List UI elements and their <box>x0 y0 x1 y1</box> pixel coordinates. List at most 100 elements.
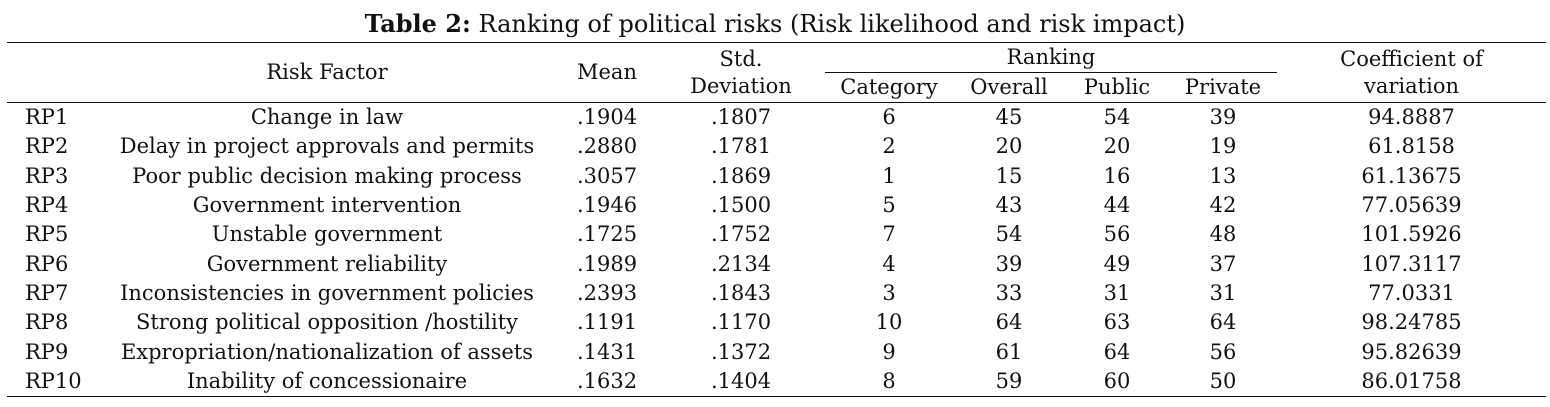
coefficient-of-variation-cell: 95.82639 <box>1361 339 1462 364</box>
risk-factor-cell: Inability of concessionaire <box>186 368 468 393</box>
mean-cell: .1632 <box>576 368 638 393</box>
risk-factor-cell: Government reliability <box>206 251 448 276</box>
mean-cell: .1725 <box>576 222 638 247</box>
overall-rank-cell: 43 <box>995 193 1023 218</box>
std-deviation-cell: .1500 <box>710 193 772 218</box>
coefficient-of-variation-cell: 61.13675 <box>1361 163 1462 188</box>
overall-rank-cell: 59 <box>995 368 1023 393</box>
risk-id-cell: RP1 <box>25 105 69 130</box>
risk-id-cell: RP6 <box>25 251 69 276</box>
table-row: RP5 Unstable government .1725 .1752 7 54 56 48 1… <box>7 220 1546 249</box>
risk-factor-cell: Government intervention <box>192 193 462 218</box>
risk-id-cell: RP5 <box>25 222 69 247</box>
std-deviation-cell: .2134 <box>710 251 772 276</box>
public-rank-cell: 49 <box>1103 251 1131 276</box>
private-rank-cell: 37 <box>1209 251 1237 276</box>
coefficient-of-variation-cell: 94.8887 <box>1368 105 1455 130</box>
table-body: RP1 Change in law .1904.1807 6 45 54 39 94.8887… <box>7 103 1546 397</box>
risk-ranking-table: Risk Factor Mean Std. Deviation Ranking C… <box>7 42 1546 397</box>
table-row: RP9 Expropriation/nationalization of asse… <box>7 337 1546 366</box>
private-rank-cell: 42 <box>1209 193 1237 218</box>
public-rank-cell: 60 <box>1103 368 1131 393</box>
risk-id-cell: RP4 <box>25 193 69 218</box>
private-rank-cell: 56 <box>1209 339 1237 364</box>
std-deviation-cell: .1404 <box>710 368 772 393</box>
table-row: RP1 Change in law .1904 .1807 6 45 54 39 94.8887 <box>7 103 1546 133</box>
risk-factor-cell: Strong political opposition /hostility <box>135 310 519 335</box>
table-row: RP10 Inability of concessionaire .1632 .140… <box>7 367 1546 397</box>
header-ranking-group: Ranking <box>825 42 1277 73</box>
std-deviation-cell: .1752 <box>710 222 772 247</box>
risk-id-cell: RP7 <box>25 280 69 305</box>
header-overall: Overall <box>970 75 1048 99</box>
header-mean: Mean <box>577 60 637 84</box>
category-rank-cell: 9 <box>882 339 896 364</box>
private-rank-cell: 50 <box>1209 368 1237 393</box>
public-rank-cell: 31 <box>1103 280 1131 305</box>
public-rank-cell: 44 <box>1103 193 1131 218</box>
public-rank-cell: 16 <box>1103 163 1131 188</box>
coefficient-of-variation-cell: 107.3117 <box>1361 251 1462 276</box>
std-deviation-cell: .1807 <box>710 105 772 130</box>
risk-id-cell: RP2 <box>25 134 69 159</box>
table-number: Table 2: <box>364 9 471 38</box>
overall-rank-cell: 61 <box>995 339 1023 364</box>
table-title: Ranking of political risks (Risk likelih… <box>470 10 1186 38</box>
overall-rank-cell: 64 <box>995 310 1023 335</box>
public-rank-cell: 63 <box>1103 310 1131 335</box>
overall-rank-cell: 20 <box>995 134 1023 159</box>
private-rank-cell: 31 <box>1209 280 1237 305</box>
std-deviation-cell: .1869 <box>710 163 772 188</box>
risk-id-cell: RP3 <box>25 163 69 188</box>
mean-cell: .1946 <box>576 193 638 218</box>
header-ranking: Ranking <box>1006 45 1096 69</box>
header-std-line1: Std. <box>719 46 763 71</box>
overall-rank-cell: 45 <box>995 105 1023 130</box>
risk-factor-cell: Poor public decision making process <box>132 163 522 188</box>
header-std-deviation: Std. Deviation <box>657 43 825 103</box>
private-rank-cell: 39 <box>1209 105 1237 130</box>
table-row: RP4 Government intervention .1946 .1500 5 43 4… <box>7 191 1546 220</box>
coefficient-of-variation-cell: 77.05639 <box>1361 193 1462 218</box>
header-risk-factor: Risk Factor <box>266 60 388 84</box>
category-rank-cell: 1 <box>882 163 896 188</box>
table-header: Risk Factor Mean Std. Deviation Ranking C… <box>7 42 1546 103</box>
table-row: RP2 Delay in project approvals and permit… <box>7 132 1546 161</box>
header-cov-line2: variation <box>1364 73 1459 98</box>
header-std-line2: Deviation <box>690 73 792 98</box>
header-id-blank <box>7 43 97 103</box>
overall-rank-cell: 33 <box>995 280 1023 305</box>
mean-cell: .1904 <box>576 105 638 130</box>
category-rank-cell: 8 <box>882 368 896 393</box>
private-rank-cell: 48 <box>1209 222 1237 247</box>
category-rank-cell: 3 <box>882 280 896 305</box>
mean-cell: .2880 <box>576 134 638 159</box>
mean-cell: .1191 <box>576 310 638 335</box>
private-rank-cell: 64 <box>1209 310 1237 335</box>
category-rank-cell: 7 <box>882 222 896 247</box>
category-rank-cell: 4 <box>882 251 896 276</box>
header-category: Category <box>840 75 938 99</box>
private-rank-cell: 19 <box>1209 134 1237 159</box>
table-row: RP3 Poor public decision making process .3… <box>7 162 1546 191</box>
table-row: RP7 Inconsistencies in government policie… <box>7 279 1546 308</box>
overall-rank-cell: 54 <box>995 222 1023 247</box>
overall-rank-cell: 15 <box>995 163 1023 188</box>
risk-factor-cell: Inconsistencies in government policies <box>120 280 534 305</box>
header-cov-line1: Coefficient of <box>1340 46 1483 71</box>
std-deviation-cell: .1843 <box>710 280 772 305</box>
table-row: RP8 Strong political opposition /hostilit… <box>7 308 1546 337</box>
coefficient-of-variation-cell: 61.8158 <box>1368 134 1455 159</box>
coefficient-of-variation-cell: 98.24785 <box>1361 310 1462 335</box>
table-row: RP6 Government reliability .1989 .2134 4 39 49… <box>7 249 1546 278</box>
risk-id-cell: RP8 <box>25 310 69 335</box>
coefficient-of-variation-cell: 101.5926 <box>1361 222 1462 247</box>
table-caption: Table 2: Ranking of political risks (Ris… <box>0 8 1550 40</box>
category-rank-cell: 10 <box>875 310 903 335</box>
public-rank-cell: 64 <box>1103 339 1131 364</box>
mean-cell: .3057 <box>576 163 638 188</box>
risk-id-cell: RP10 <box>25 368 82 393</box>
mean-cell: .2393 <box>576 280 638 305</box>
risk-factor-cell: Change in law <box>250 105 404 130</box>
